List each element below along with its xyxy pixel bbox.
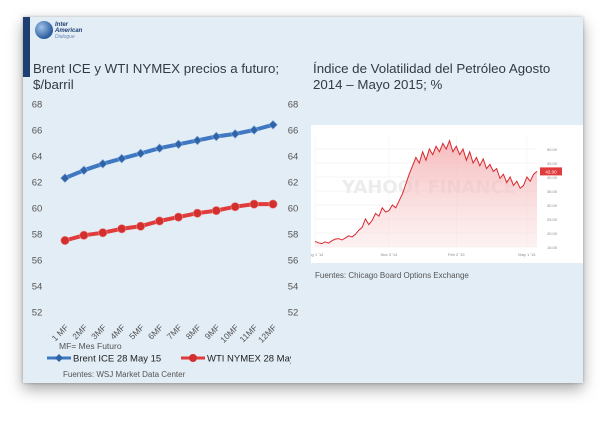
wti-point bbox=[155, 216, 165, 226]
y-tick-label: 35.00 bbox=[547, 189, 558, 194]
y-tick-right: 66 bbox=[288, 126, 299, 137]
y-tick-left: 60 bbox=[32, 204, 43, 215]
right-chart-title: Índice de Volatilidad del Petróleo Agost… bbox=[313, 61, 550, 93]
y-tick-label: 20.00 bbox=[547, 231, 558, 236]
brent-point bbox=[98, 159, 108, 169]
wti-line bbox=[64, 202, 273, 243]
left-source: Fuentes: WSJ Market Data Center bbox=[63, 370, 186, 379]
x-tick-label: 12MF bbox=[256, 322, 278, 344]
current-value-label: 42.00 bbox=[545, 169, 557, 174]
brent-point bbox=[192, 135, 203, 146]
brent-line bbox=[64, 122, 274, 180]
wti-point bbox=[192, 208, 202, 218]
x-tick-label: 8MF bbox=[184, 322, 203, 341]
brent-point bbox=[154, 143, 165, 153]
x-tick-label: 10MF bbox=[218, 322, 240, 344]
y-tick-label: 25.00 bbox=[547, 217, 558, 222]
y-tick-left: 62 bbox=[32, 178, 43, 189]
x-tick-label: 1 MF bbox=[50, 322, 71, 343]
y-tick-left: 54 bbox=[32, 282, 43, 293]
legend: Brent ICE 28 May 15 WTI NYMEX 28 May 15 bbox=[41, 351, 308, 368]
y-tick-right: 52 bbox=[288, 308, 299, 319]
brent-point bbox=[268, 120, 278, 130]
brent-point bbox=[135, 148, 146, 159]
y-tick-left: 58 bbox=[32, 230, 43, 241]
wti-point bbox=[136, 221, 146, 231]
y-tick-right: 64 bbox=[288, 152, 299, 163]
volatility-chart: 15.00 20.00 25.00 30.00 35.00 40.00 45.00 50.00… bbox=[307, 135, 562, 257]
brent-point bbox=[211, 131, 221, 142]
current-value-tag bbox=[540, 167, 562, 176]
wti-point bbox=[60, 236, 70, 246]
brent-point bbox=[230, 129, 240, 139]
brent-point bbox=[117, 153, 127, 164]
x-tick-label: May 1 '15 bbox=[518, 252, 536, 257]
wti-point bbox=[211, 206, 221, 216]
x-tick-label: 7MF bbox=[165, 322, 184, 341]
left-title-line1: Brent ICE y WTI NYMEX precios a futuro; bbox=[33, 61, 280, 76]
right-title-line2: 2014 – Mayo 2015; % bbox=[313, 77, 443, 92]
wti-point bbox=[117, 224, 127, 234]
right-source: Fuentes: Chicago Board Options Exchange bbox=[315, 271, 469, 280]
wti-point bbox=[98, 228, 108, 238]
y-tick-label: 40.00 bbox=[547, 175, 558, 180]
y-tick-left: 56 bbox=[32, 256, 43, 267]
volatility-area bbox=[315, 140, 537, 247]
legend-swatches: Brent ICE 28 May 15 WTI NYMEX 28 May 15 bbox=[47, 354, 308, 365]
x-tick-label: Nov 3 '14 bbox=[381, 252, 399, 257]
y-tick-right: 54 bbox=[288, 282, 299, 293]
y-tick-right: 60 bbox=[288, 204, 299, 215]
wti-point bbox=[79, 230, 89, 240]
x-tick-label: 11MF bbox=[238, 322, 260, 344]
y-tick-label: 15.00 bbox=[547, 245, 558, 250]
y-tick-right: 68 bbox=[288, 100, 299, 111]
wti-point bbox=[230, 202, 240, 212]
y-tick-right: 56 bbox=[288, 256, 299, 267]
legend-wti-marker bbox=[189, 354, 197, 362]
y-tick-label: 30.00 bbox=[547, 203, 558, 208]
y-tick-left: 68 bbox=[32, 100, 43, 111]
x-tick-label: 5MF bbox=[127, 322, 146, 341]
accent-stripe bbox=[23, 17, 30, 77]
logo-line1: Inter bbox=[55, 22, 69, 28]
legend-brent-marker bbox=[55, 354, 63, 362]
logo-text: Inter American Dialogue bbox=[55, 22, 82, 40]
logo-line2: American bbox=[55, 28, 83, 34]
wti-point bbox=[268, 199, 278, 209]
y-tick-left: 64 bbox=[32, 152, 43, 163]
legend-brent-label: Brent ICE 28 May 15 bbox=[73, 354, 161, 365]
brent-point bbox=[60, 173, 70, 183]
y-tick-left: 52 bbox=[32, 308, 43, 319]
wti-point bbox=[173, 212, 183, 222]
brent-point bbox=[79, 165, 89, 176]
y-tick-left: 66 bbox=[32, 126, 43, 137]
logo: Inter American Dialogue bbox=[35, 21, 95, 43]
slide-card: Inter American Dialogue Brent ICE y WTI … bbox=[23, 17, 583, 383]
brent-point bbox=[173, 139, 184, 150]
y-tick-label: 50.00 bbox=[547, 147, 558, 152]
x-tick-label: Feb 2 '15 bbox=[448, 252, 465, 257]
x-tick-label: 3MF bbox=[89, 322, 108, 341]
globe-icon bbox=[35, 21, 53, 39]
volatility-chart-panel: 15.00 20.00 25.00 30.00 35.00 40.00 45.00 50.00… bbox=[307, 125, 583, 263]
x-tick-label: Aug 1 '14 bbox=[311, 252, 324, 257]
y-tick-label: 45.00 bbox=[547, 161, 558, 166]
y-tick-right: 58 bbox=[288, 230, 299, 241]
logo-line3: Dialogue bbox=[55, 34, 75, 40]
mf-note: MF= Mes Futuro bbox=[59, 341, 122, 351]
left-chart-title: Brent ICE y WTI NYMEX precios a futuro; … bbox=[33, 61, 279, 93]
brent-point bbox=[249, 125, 259, 135]
x-tick-label: 2MF bbox=[70, 322, 89, 341]
futures-price-chart: 52 52 54 54 56 56 58 58 60 60 62 62 64 64 66 66 68 68 1 MF… bbox=[32, 100, 299, 345]
wti-point bbox=[249, 199, 259, 209]
volatility-line bbox=[314, 139, 538, 245]
x-tick-label: 4MF bbox=[108, 322, 127, 341]
y-tick-right: 62 bbox=[288, 178, 299, 189]
right-title-line1: Índice de Volatilidad del Petróleo Agost… bbox=[313, 61, 551, 76]
left-title-line2: $/barril bbox=[33, 77, 74, 92]
legend-wti-label: WTI NYMEX 28 May 15 bbox=[207, 354, 291, 365]
x-tick-label: 6MF bbox=[146, 322, 165, 341]
